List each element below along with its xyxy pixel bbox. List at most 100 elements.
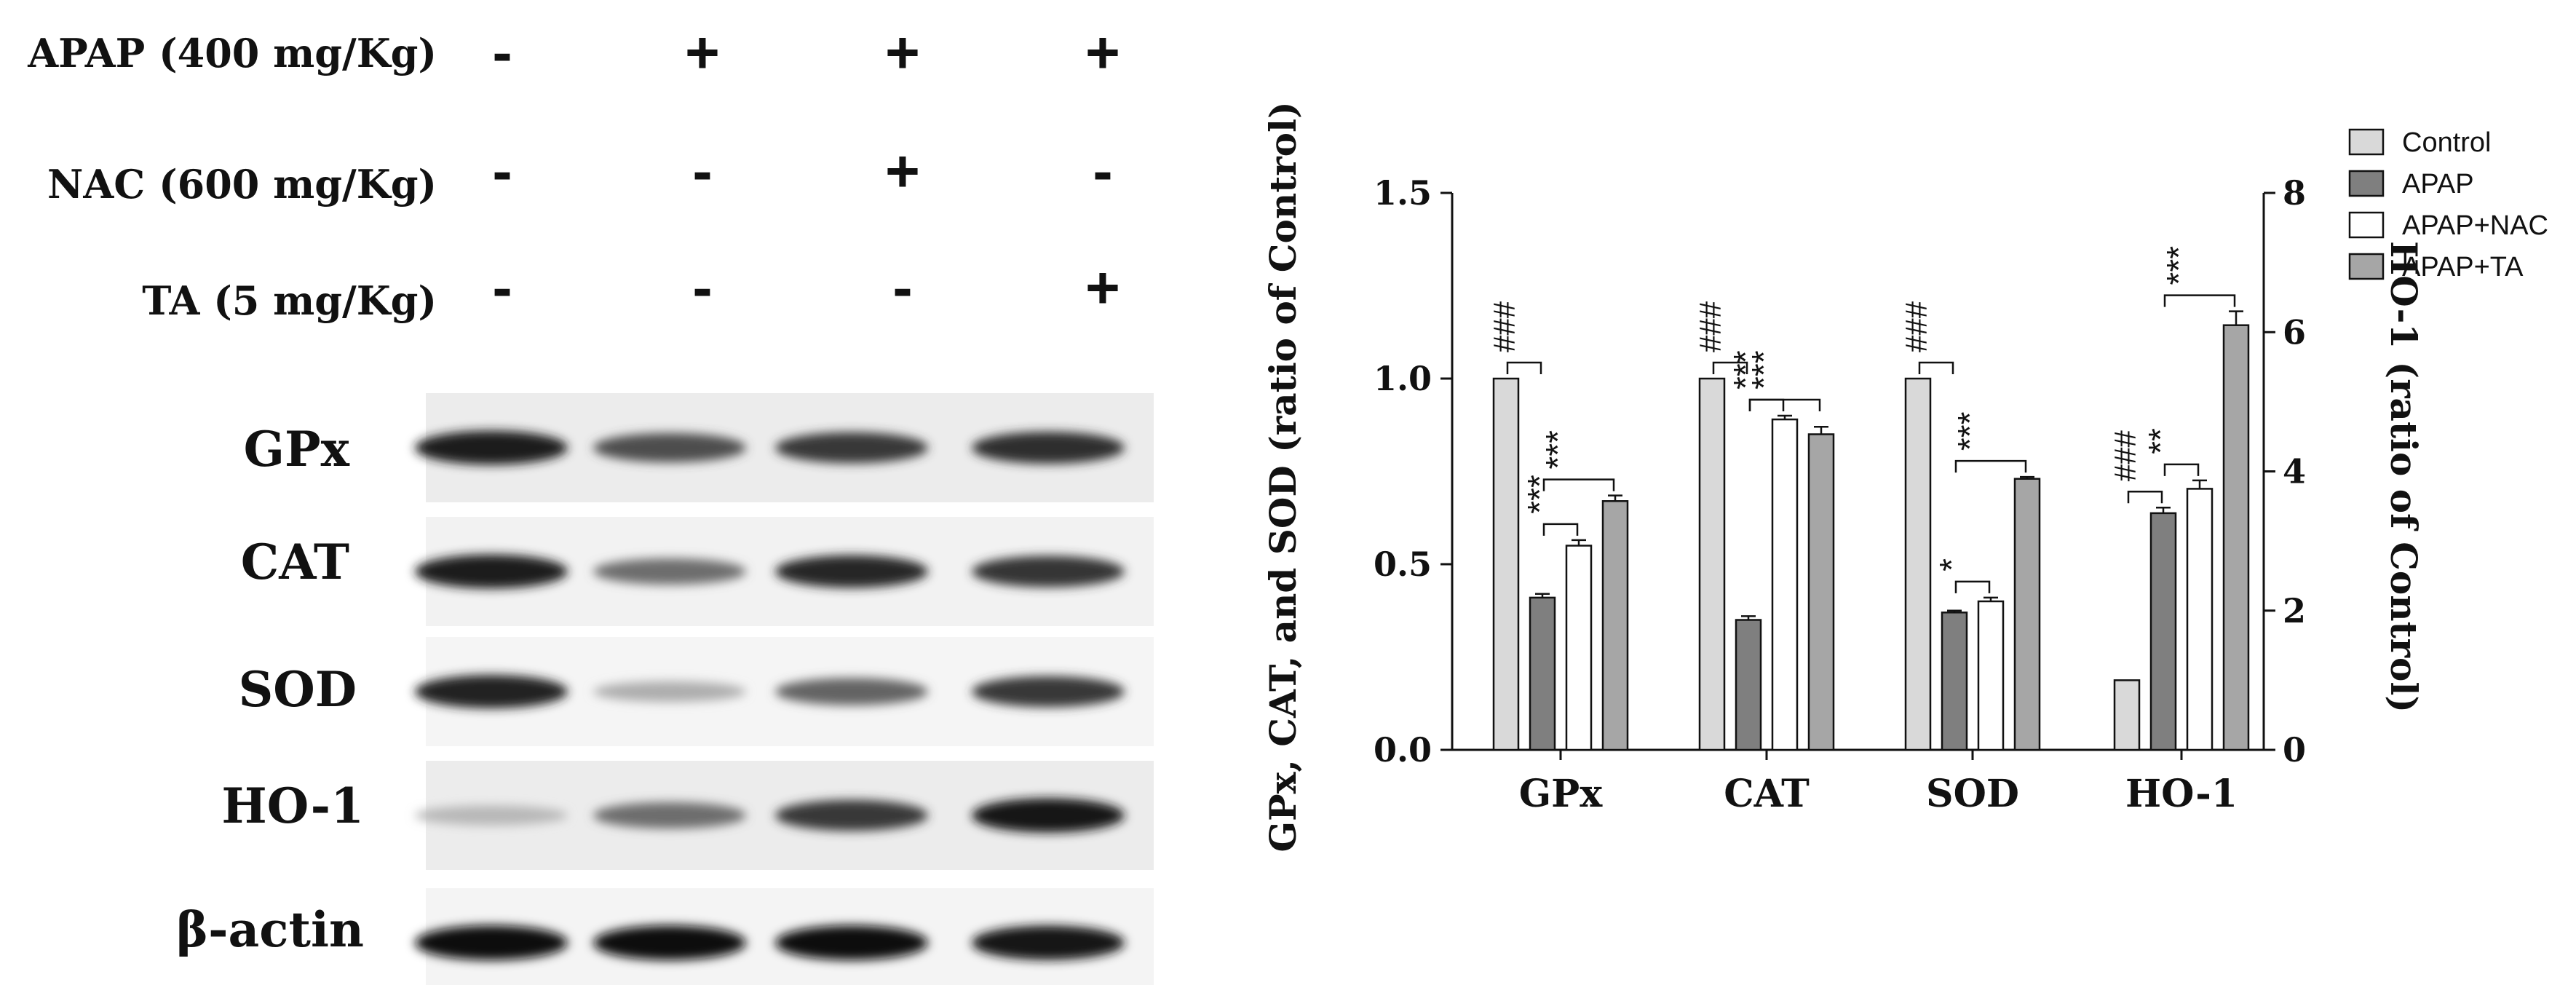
legend: Control APAP APAP+NAC APAP+TA [2348,127,2548,282]
blot-band [415,554,568,589]
y2-axis-title: HO-1 (ratio of Control) [2382,241,2425,713]
x-tick-label: GPx [1519,772,1604,816]
significance-marker: * [1933,558,1970,571]
blot-label-ho1: HO-1 [221,778,364,834]
blot-label-gpx: GPx [244,421,350,478]
significance-bracket [1542,523,1579,536]
y-axis-left: 0.0 0.5 1.0 1.5 [1374,173,1454,770]
significance-bracket [1506,361,1542,374]
blot-band [775,678,928,705]
blot-band [972,798,1125,833]
legend-swatch [2348,128,2385,156]
treatment-sign: + [885,138,920,205]
y2-tick-label: 4 [2283,452,2306,491]
bar [1977,600,2005,751]
bar [2113,679,2141,751]
legend-label: Control [2402,127,2492,158]
treatment-sign: + [1085,20,1120,86]
significance-marker: ### [1899,301,1933,352]
bars [1492,310,2250,751]
treatment-signs: - + + + - - + - - - - + [492,20,1120,321]
y-tick-label: 1.0 [1374,359,1432,398]
treatment-label-nac: NAC (600 mg/Kg) [47,161,437,207]
blot-label-beta-actin: β-actin [176,901,364,958]
y2-tick-label: 2 [2283,591,2306,630]
significance-marker: *** [1951,411,1989,451]
bar [1807,433,1835,751]
bar [2186,488,2214,751]
blot-band [972,431,1125,464]
blot-band [415,430,568,465]
significance-bracket [1748,398,1821,411]
legend-label: APAP+TA [2402,252,2524,282]
bar [1565,545,1593,751]
y-tick-label: 1.5 [1374,173,1432,213]
blot-band [415,805,568,826]
legend-label: APAP+NAC [2402,210,2548,241]
significance-bracket [2163,463,2200,476]
legend-swatch [2348,170,2385,197]
x-tick-label: HO-1 [2125,772,2238,816]
bar [2013,478,2041,751]
bar [1941,612,1968,751]
y-axis-right: 0 2 4 6 8 [2262,173,2306,770]
y-tick-label: 0.5 [1374,545,1432,584]
bar [2149,512,2177,751]
y2-tick-label: 8 [2283,173,2306,213]
significance-bracket [2163,294,2236,307]
treatment-sign: - [892,255,912,321]
treatment-label-ta: TA (5 mg/Kg) [142,277,437,324]
treatment-sign: - [492,138,512,205]
blot-band [593,558,746,585]
treatment-labels: APAP (400 mg/Kg) NAC (600 mg/Kg) TA (5 m… [27,30,437,324]
x-tick-label: CAT [1724,772,1810,816]
blot-band [972,925,1125,960]
treatment-sign: - [692,138,712,205]
blot-row-labels: GPx CAT SOD HO-1 β-actin [176,421,364,958]
bar [2222,324,2250,751]
significance-marker: ** [2141,428,2179,454]
significance-bracket [1542,478,1615,491]
blot-band [972,676,1125,708]
treatment-label-apap: APAP (400 mg/Kg) [27,30,437,76]
treatment-sign: - [492,20,512,86]
blot-band [415,675,568,708]
blot-band [775,799,928,831]
bar [1601,500,1629,751]
blot-band [593,925,746,960]
significance-marker: *** [1745,350,1783,389]
legend-swatch [2348,211,2385,239]
significance-brackets: ###******###******###**** ### ***** [1487,246,2236,593]
significance-marker: *** [1727,350,1764,389]
blot-band [775,555,928,588]
treatment-sign: - [492,255,512,321]
y2-tick-label: 0 [2283,730,2306,770]
bar [1492,377,1520,751]
x-axis: GPx CAT SOD HO-1 [1452,748,2264,816]
blot-band [775,925,928,960]
bar [1904,377,1932,751]
significance-marker: ### [1487,301,1521,352]
significance-bracket [1748,398,1785,411]
significance-marker: *** [1539,430,1577,470]
blot-band [972,555,1125,588]
bar [1771,418,1799,751]
significance-bracket [1918,361,1954,374]
legend-swatch [2348,253,2385,280]
treatment-sign: + [685,20,720,86]
significance-marker: *** [1521,475,1558,514]
significance-bracket [1712,361,1748,374]
western-blot: GPx CAT SOD HO-1 β-actin [176,393,1154,985]
blot-band [775,432,928,464]
treatment-sign: + [1085,255,1120,321]
significance-marker: *** [2160,246,2197,285]
treatment-sign: - [1093,138,1112,205]
legend-label: APAP [2402,169,2474,199]
blot-band [593,432,746,463]
treatment-sign: + [885,20,920,86]
significance-bracket [1954,459,2027,473]
significance-marker: ### [1693,301,1727,352]
significance-marker: ### [2108,430,2142,482]
